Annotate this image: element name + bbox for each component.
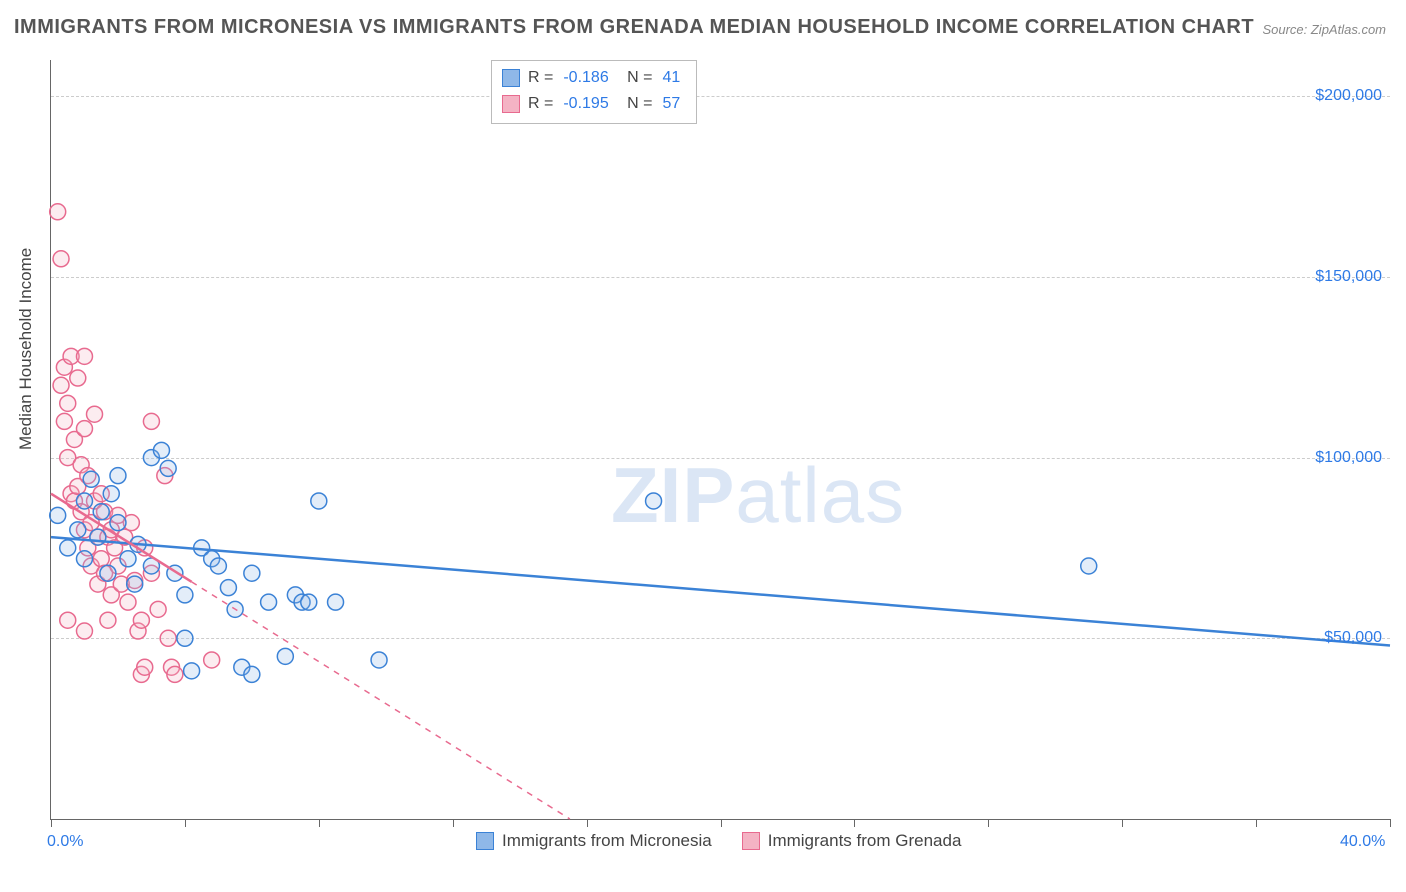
scatter-point [93,551,109,567]
x-tick [988,819,989,827]
x-tick [1390,819,1391,827]
scatter-point [60,540,76,556]
scatter-point [160,460,176,476]
x-tick [854,819,855,827]
scatter-point [103,486,119,502]
scatter-point [76,348,92,364]
trend-line-extrapolated [192,582,570,819]
scatter-point [177,587,193,603]
x-tick [1256,819,1257,827]
scatter-point [153,442,169,458]
trend-line [51,537,1390,645]
y-tick-label: $150,000 [1315,268,1382,286]
scatter-point [127,576,143,592]
scatter-point [133,612,149,628]
scatter-point [244,666,260,682]
scatter-point [160,630,176,646]
scatter-point [150,601,166,617]
y-tick-label: $50,000 [1324,629,1382,647]
scatter-point [70,522,86,538]
y-tick-label: $200,000 [1315,87,1382,105]
scatter-point [60,612,76,628]
scatter-point [50,507,66,523]
scatter-point [204,652,220,668]
scatter-point [137,659,153,675]
scatter-point [371,652,387,668]
x-tick [587,819,588,827]
legend-swatch-icon [476,832,494,850]
scatter-point [210,558,226,574]
x-tick [185,819,186,827]
x-tick [51,819,52,827]
scatter-point [261,594,277,610]
scatter-point [83,471,99,487]
scatter-point [100,565,116,581]
scatter-point [53,377,69,393]
x-tick [721,819,722,827]
scatter-point [120,594,136,610]
scatter-point [90,529,106,545]
scatter-point [76,623,92,639]
x-tick-label: 0.0% [47,833,83,851]
scatter-point [110,468,126,484]
x-tick [319,819,320,827]
legend-swatch-icon [742,832,760,850]
legend-item: Immigrants from Grenada [742,831,962,851]
legend-item: Immigrants from Micronesia [476,831,712,851]
scatter-svg [51,60,1390,819]
scatter-point [167,666,183,682]
scatter-point [311,493,327,509]
scatter-point [70,370,86,386]
scatter-point [177,630,193,646]
scatter-point [646,493,662,509]
scatter-point [220,580,236,596]
y-tick-label: $100,000 [1315,449,1382,467]
source-attribution: Source: ZipAtlas.com [1262,22,1386,37]
scatter-point [244,565,260,581]
x-tick [453,819,454,827]
scatter-point [53,251,69,267]
scatter-point [143,413,159,429]
scatter-point [76,493,92,509]
chart-title: IMMIGRANTS FROM MICRONESIA VS IMMIGRANTS… [14,16,1254,39]
scatter-point [76,551,92,567]
legend: Immigrants from Micronesia Immigrants fr… [476,831,961,851]
scatter-point [1081,558,1097,574]
scatter-point [110,515,126,531]
scatter-point [50,204,66,220]
scatter-point [87,406,103,422]
x-tick [1122,819,1123,827]
scatter-point [76,421,92,437]
scatter-point [120,551,136,567]
scatter-point [100,612,116,628]
scatter-point [301,594,317,610]
scatter-point [328,594,344,610]
legend-label: Immigrants from Grenada [768,831,962,851]
scatter-point [184,663,200,679]
scatter-point [93,504,109,520]
scatter-point [277,648,293,664]
x-tick-label: 40.0% [1340,833,1385,851]
chart-plot-area: ZIPatlas R = -0.186 N = 41 R = -0.195 N … [50,60,1390,820]
y-axis-label: Median Household Income [16,248,36,450]
scatter-point [56,413,72,429]
legend-label: Immigrants from Micronesia [502,831,712,851]
scatter-point [60,395,76,411]
